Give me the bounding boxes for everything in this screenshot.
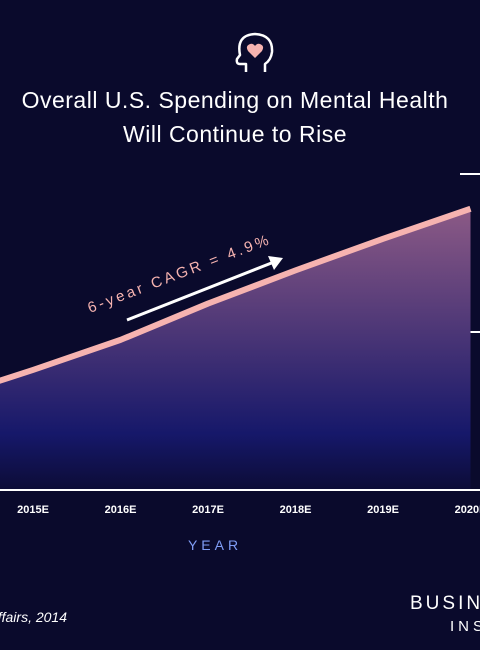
logo: INSIDER [450,618,480,635]
x-tick-label: 2019E [367,504,399,516]
source: Source: Health Affairs, 2014 [0,609,67,625]
area-fill [0,208,471,490]
area-line [0,205,472,384]
logo: BUSINESS [410,593,480,614]
chart-title: Overall U.S. Spending on Mental Health [22,87,449,113]
chart-subtitle: Will Continue to Rise [123,121,347,147]
x-tick-label: 2015E [17,504,49,516]
x-tick-label: 2016E [105,504,137,516]
x-tick-label: 2018E [280,504,312,516]
plot: 2015E 2016E 2017E 2018E 2019E 2020E [0,173,480,516]
x-tick-label: 2020E [455,504,480,516]
icon [235,32,274,72]
x-axis-label: YEAR [188,537,242,553]
x-tick-label: 2017E [192,504,224,516]
arrow [126,256,283,322]
